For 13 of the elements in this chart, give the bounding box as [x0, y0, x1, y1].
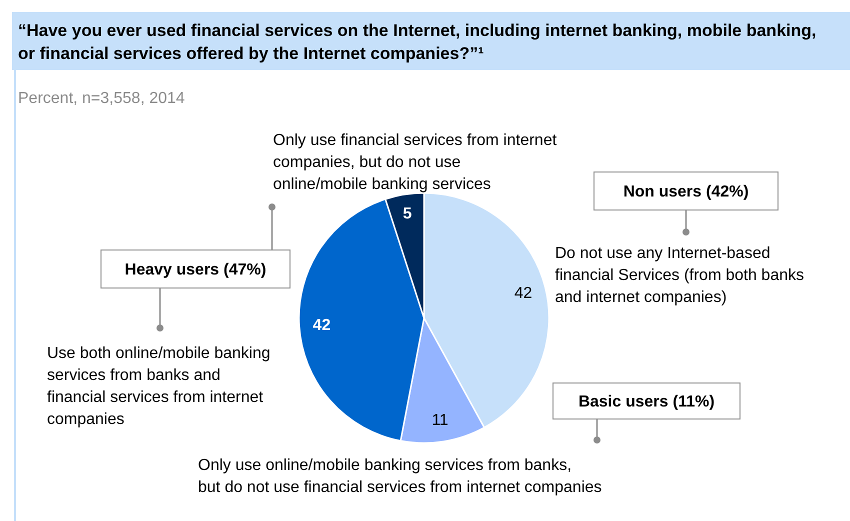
text: Non users (42%)	[623, 184, 749, 201]
data-label: 42	[312, 317, 331, 334]
data-label: 42	[514, 285, 532, 302]
slice-label: Use both online/mobile banking services from banks and financial services from internet companies	[47, 345, 270, 428]
slice-label: Do not use any Internet-based financial Services (from both banks and internet companies)	[555, 245, 804, 306]
chart-title: “Have you ever used financial services on the Internet, including internet banking, mobile banking, or financial services offered by the Internet companies?”¹	[18, 21, 816, 63]
text: Basic users (11%)	[578, 394, 715, 411]
slice-label: Only use financial services from internet companies, but do not use online/mobile banking services	[273, 132, 558, 193]
text: Heavy users (47%)	[124, 262, 266, 279]
slice-label: Only use online/mobile banking services from banks, but do not use financial services from internet companies	[198, 457, 602, 496]
data-label: 5	[402, 206, 412, 223]
data-label: 11	[432, 412, 448, 429]
chart-subtitle: Percent, n=3,558, 2014	[18, 90, 185, 107]
